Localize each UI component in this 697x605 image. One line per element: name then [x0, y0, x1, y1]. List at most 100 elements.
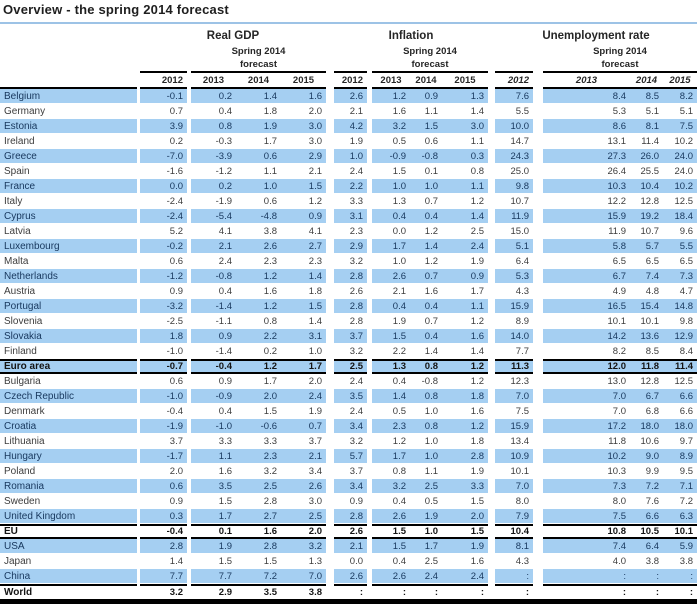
column-gap — [326, 284, 334, 299]
row-label: Cyprus — [0, 209, 137, 224]
cell-inflation-2012: 2.8 — [334, 269, 367, 284]
cell-inflation-2012: 2.4 — [334, 374, 367, 389]
cell-unemployment-2013: 4.9 — [543, 284, 630, 299]
column-gap — [533, 269, 543, 284]
table-row-malta: Malta 0.6 2.4 2.3 2.3 3.2 1.0 1.2 1.9 6.4 6.5 6.5 6.… — [0, 254, 697, 269]
column-gap — [326, 329, 334, 344]
cell-inflation-2013: 1.2 — [372, 434, 410, 449]
cell-inflation-2013: 1.6 — [372, 104, 410, 119]
cell-inflation-2012: 2.9 — [334, 239, 367, 254]
column-group-unemployment: Unemployment rate — [542, 30, 650, 42]
column-gap — [488, 329, 495, 344]
column-gap — [326, 419, 334, 434]
cell-unemployment-2012: 15.9 — [495, 419, 533, 434]
cell-gdp-2013: 4.1 — [191, 224, 236, 239]
cell-unemployment-2012: 7.0 — [495, 479, 533, 494]
cell-unemployment-2014: 4.8 — [630, 284, 663, 299]
cell-gdp-2012: -1.0 — [140, 389, 187, 404]
table-row-finland: Finland -1.0 -1.4 0.2 1.0 3.2 2.2 1.4 1.4 7.7 8.2 8… — [0, 344, 697, 359]
column-gap — [326, 584, 334, 599]
cell-gdp-2012: 0.6 — [140, 479, 187, 494]
cell-gdp-2014: 3.8 — [236, 224, 281, 239]
cell-gdp-2013: 1.5 — [191, 494, 236, 509]
column-gap — [533, 404, 543, 419]
cell-gdp-2013: -1.9 — [191, 194, 236, 209]
cell-gdp-2014: 1.2 — [236, 299, 281, 314]
cell-inflation-2014: : — [410, 584, 442, 599]
cell-gdp-2012: 1.4 — [140, 554, 187, 569]
cell-unemployment-2014: 10.7 — [630, 224, 663, 239]
table-row-cyprus: Cyprus -2.4 -5.4 -4.8 0.9 3.1 0.4 0.4 1.4 11.9 15.… — [0, 209, 697, 224]
cell-gdp-2014: -4.8 — [236, 209, 281, 224]
row-label: Portugal — [0, 299, 137, 314]
cell-gdp-2015: 4.1 — [281, 224, 326, 239]
cell-gdp-2013: 1.1 — [191, 449, 236, 464]
cell-inflation-2015: 1.8 — [442, 389, 488, 404]
cell-gdp-2013: 2.1 — [191, 239, 236, 254]
cell-gdp-2013: -0.9 — [191, 389, 236, 404]
cell-inflation-2013: 2.3 — [372, 419, 410, 434]
cell-unemployment-2012: 10.1 — [495, 464, 533, 479]
cell-inflation-2012: 2.4 — [334, 164, 367, 179]
cell-gdp-2015: 1.7 — [281, 359, 326, 374]
cell-unemployment-2013: 8.4 — [543, 89, 630, 104]
cell-inflation-2014: 1.4 — [410, 344, 442, 359]
row-label: France — [0, 179, 137, 194]
cell-unemployment-2014: 9.9 — [630, 464, 663, 479]
cell-inflation-2014: 0.8 — [410, 359, 442, 374]
column-gap — [533, 299, 543, 314]
cell-gdp-2013: -0.8 — [191, 269, 236, 284]
cell-inflation-2013: 0.4 — [372, 299, 410, 314]
row-label: Slovenia — [0, 314, 137, 329]
column-gap — [326, 359, 334, 374]
year-header-inflation-2014: 2014 — [410, 71, 442, 89]
cell-unemployment-2015: 5.1 — [663, 104, 697, 119]
cell-inflation-2013: -0.9 — [372, 149, 410, 164]
cell-unemployment-2012: 7.7 — [495, 344, 533, 359]
cell-inflation-2013: 1.5 — [372, 524, 410, 539]
row-label: Estonia — [0, 119, 137, 134]
cell-inflation-2014: 1.0 — [410, 179, 442, 194]
column-gap — [488, 404, 495, 419]
column-gap — [533, 569, 543, 584]
cell-inflation-2015: 3.0 — [442, 119, 488, 134]
row-label: Euro area — [0, 359, 137, 374]
cell-inflation-2013: 0.4 — [372, 374, 410, 389]
cell-unemployment-2014: 6.4 — [630, 539, 663, 554]
row-label: Sweden — [0, 494, 137, 509]
cell-unemployment-2012: 4.3 — [495, 554, 533, 569]
table-row-spain: Spain -1.6 -1.2 1.1 2.1 2.4 1.5 0.1 0.8 25.0 26.4 2… — [0, 164, 697, 179]
cell-inflation-2015: 2.4 — [442, 239, 488, 254]
cell-unemployment-2015: 12.5 — [663, 374, 697, 389]
cell-unemployment-2015: 9.8 — [663, 314, 697, 329]
column-gap — [326, 344, 334, 359]
column-gap — [488, 224, 495, 239]
column-gap — [326, 569, 334, 584]
cell-inflation-2014: 2.5 — [410, 479, 442, 494]
cell-inflation-2015: 1.4 — [442, 104, 488, 119]
cell-unemployment-2014: 7.4 — [630, 269, 663, 284]
cell-gdp-2012: 0.9 — [140, 284, 187, 299]
cell-unemployment-2015: 6.6 — [663, 389, 697, 404]
column-gap — [488, 374, 495, 389]
cell-inflation-2013: 2.2 — [372, 344, 410, 359]
cell-inflation-2015: 1.9 — [442, 254, 488, 269]
cell-inflation-2014: 1.7 — [410, 539, 442, 554]
cell-unemployment-2012: 12.3 — [495, 374, 533, 389]
cell-unemployment-2015: 9.7 — [663, 434, 697, 449]
cell-gdp-2015: 2.4 — [281, 389, 326, 404]
cell-unemployment-2013: 12.2 — [543, 194, 630, 209]
column-gap — [533, 449, 543, 464]
cell-unemployment-2014: 18.0 — [630, 419, 663, 434]
cell-gdp-2014: 1.1 — [236, 164, 281, 179]
cell-gdp-2014: 2.5 — [236, 479, 281, 494]
cell-inflation-2015: 1.2 — [442, 359, 488, 374]
row-label: Slovakia — [0, 329, 137, 344]
table-row-euro-area: Euro area -0.7 -0.4 1.2 1.7 2.5 1.3 0.8 1.2 11.3 1… — [0, 359, 697, 374]
cell-unemployment-2015: 8.2 — [663, 89, 697, 104]
cell-gdp-2015: 1.6 — [281, 89, 326, 104]
cell-gdp-2015: 1.9 — [281, 404, 326, 419]
table-row-portugal: Portugal -3.2 -1.4 1.2 1.5 2.8 0.4 0.4 1.1 15.9 16… — [0, 299, 697, 314]
table-row-luxembourg: Luxembourg -0.2 2.1 2.6 2.7 2.9 1.7 1.4 2.4 5.1 5.… — [0, 239, 697, 254]
cell-unemployment-2015: 14.8 — [663, 299, 697, 314]
